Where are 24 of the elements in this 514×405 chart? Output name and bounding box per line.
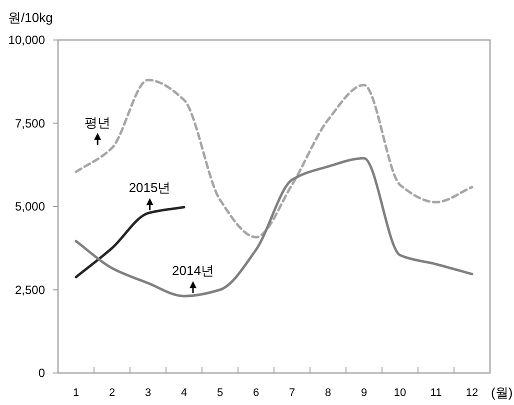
x-tick-label: 9: [360, 387, 368, 399]
x-tick-label: 3: [144, 387, 152, 399]
x-tick-label: 12: [466, 387, 478, 399]
series-label: 평년: [84, 114, 111, 130]
line-series: [74, 156, 474, 298]
x-tick-label: 1: [72, 387, 80, 399]
x-tick-label: 10: [394, 387, 406, 399]
x-tick-label: 11: [430, 387, 442, 399]
x-tick-label: 4: [180, 387, 188, 399]
series-label: 2014년: [172, 263, 214, 278]
x-tick-label: 5: [216, 387, 224, 399]
y-tick-label: 0: [38, 366, 46, 380]
y-tick-label: 10,000: [8, 33, 46, 47]
x-axis-title: (월): [491, 385, 513, 400]
x-tick-label: 6: [252, 387, 260, 399]
line-series: [74, 78, 474, 238]
y-axis-title: 원/10kg: [8, 10, 53, 25]
x-tick-label: 7: [288, 387, 296, 399]
y-tick-label: 7,500: [14, 116, 46, 130]
y-tick-label: 2,500: [14, 282, 46, 297]
series-label: 2015년: [128, 180, 171, 196]
x-tick-label: 2: [108, 387, 116, 399]
y-tick-label: 5,000: [14, 200, 46, 214]
x-tick-label: 8: [324, 387, 332, 399]
